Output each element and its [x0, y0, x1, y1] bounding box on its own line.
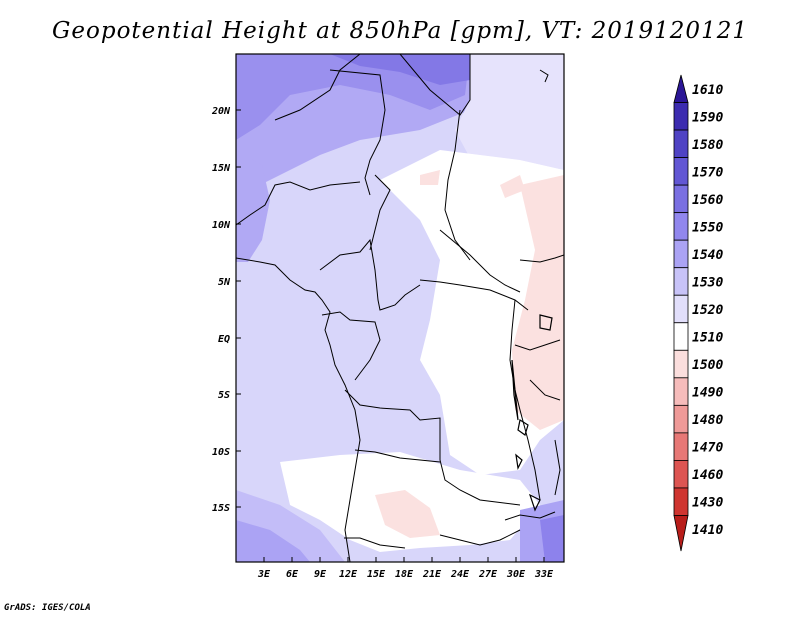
- lon-label: 21E: [422, 569, 442, 580]
- colorbar-label: 1520: [692, 303, 723, 318]
- colorbar-swatch: [673, 129, 689, 158]
- colorbar-label: 1610: [692, 83, 723, 98]
- colorbar-swatch: [673, 157, 689, 186]
- colorbar-label: 1590: [692, 110, 723, 125]
- field-1560-north: [330, 54, 470, 85]
- colorbar-swatch: [673, 515, 689, 552]
- colorbar-swatch: [673, 322, 689, 351]
- colorbar-label: 1480: [692, 413, 723, 428]
- borders: [236, 54, 564, 562]
- lat-label: 15N: [212, 163, 231, 174]
- colorbar-swatch: [673, 294, 689, 324]
- colorbar-label: 1460: [692, 468, 723, 483]
- lat-label: 5S: [218, 390, 230, 401]
- colorbar-label: 1540: [692, 248, 723, 263]
- lat-label: 20N: [211, 106, 231, 117]
- colorbar-label: 1560: [692, 193, 723, 208]
- map-frame: [235, 53, 565, 563]
- lon-label: 9E: [314, 569, 327, 580]
- lat-label: 15S: [212, 503, 230, 514]
- lon-label: 6E: [286, 569, 299, 580]
- lat-label: 10N: [212, 220, 231, 231]
- lon-label: 12E: [339, 569, 358, 580]
- lon-label: 27E: [478, 569, 498, 580]
- colorbar-label: 1430: [692, 496, 723, 511]
- colorbar-label: 1470: [692, 441, 723, 456]
- field-1540-west: [236, 150, 270, 262]
- field-1550-se: [540, 515, 564, 562]
- colorbar-swatch: [673, 349, 689, 379]
- colorbar-label: 1570: [692, 165, 723, 180]
- lakes: [511, 314, 553, 512]
- colorbar-label: 1410: [692, 523, 723, 538]
- colorbar-swatch: [673, 102, 689, 131]
- field-1500-south: [375, 490, 440, 538]
- lon-label: 18E: [395, 569, 414, 580]
- colorbar-swatch: [673, 74, 689, 103]
- lat-label: 5N: [218, 277, 231, 288]
- colorbar-label: 1490: [692, 386, 723, 401]
- field-1500-small: [500, 175, 525, 198]
- field-1500-spot: [420, 170, 440, 185]
- lon-label: 30E: [506, 569, 526, 580]
- lon-label: 15E: [367, 569, 386, 580]
- lon-label: 3E: [257, 569, 271, 580]
- colorbar-swatch: [673, 377, 689, 406]
- colorbar-swatch: [673, 432, 689, 461]
- lon-label: 24E: [450, 569, 470, 580]
- colorbar-label: 1530: [692, 275, 723, 290]
- colorbar-swatch: [673, 267, 689, 296]
- lat-label: 10S: [212, 447, 230, 458]
- lon-label: 33E: [534, 569, 554, 580]
- colorbar-swatch: [673, 487, 689, 516]
- colorbar-swatch: [673, 404, 689, 434]
- colorbar-label: 1500: [692, 358, 723, 373]
- footer-credit: GrADS: IGES/COLA: [4, 603, 91, 613]
- colorbar-swatch: [673, 212, 689, 241]
- colorbar-label: 1550: [692, 220, 723, 235]
- lat-axis: 20N 15N 10N 5N EQ 5S 10S 15S: [211, 106, 241, 514]
- colorbar: 1610 1590 1580 1570 1560 1550 1540 1530 1520 1510…: [673, 74, 723, 552]
- field-1500-east: [512, 175, 564, 430]
- field-1540-sw: [236, 520, 310, 562]
- height-field: [236, 54, 564, 562]
- colorbar-swatch: [673, 460, 689, 489]
- colorbar-label: 1580: [692, 138, 723, 153]
- field-1520-ne: [455, 54, 564, 170]
- lat-label: EQ: [218, 334, 230, 345]
- colorbar-swatch: [673, 239, 689, 269]
- colorbar-label: 1510: [692, 331, 723, 346]
- map-title: Geopotential Height at 850hPa [gpm], VT:…: [52, 18, 748, 44]
- lon-axis: 3E 6E 9E 12E 15E 18E 21E 24E 27E 30E 33E: [257, 557, 554, 580]
- colorbar-swatch: [673, 184, 689, 214]
